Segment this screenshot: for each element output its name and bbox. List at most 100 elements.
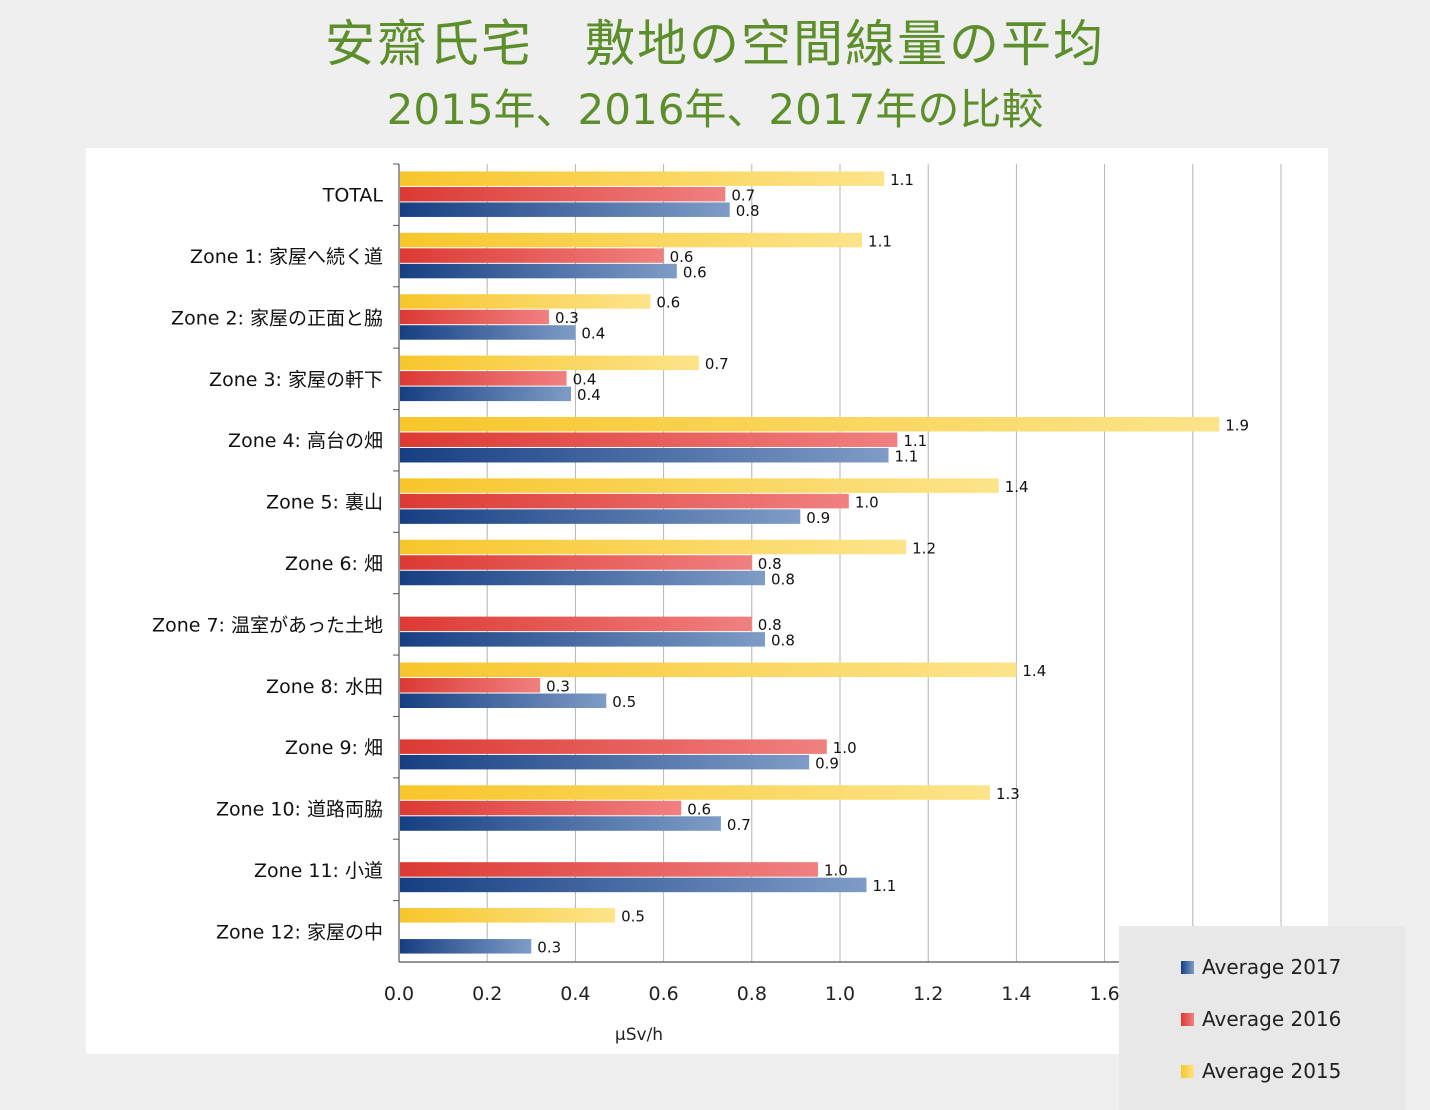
x-tick-label: 0.8 bbox=[737, 983, 767, 1005]
bar-2017 bbox=[400, 570, 766, 586]
data-label-2017: 0.8 bbox=[771, 570, 795, 588]
bar-2016 bbox=[400, 800, 682, 816]
data-label-2015: 1.4 bbox=[1005, 478, 1029, 496]
page-subtitle: 2015年、2016年、2017年の比較 bbox=[386, 85, 1044, 134]
legend-label-2017: Average 2017 bbox=[1202, 955, 1342, 979]
bar-2015 bbox=[400, 478, 999, 493]
data-label-2016: 1.0 bbox=[833, 739, 857, 757]
data-label-2015: 1.2 bbox=[912, 539, 936, 557]
data-label-2017: 1.1 bbox=[895, 447, 919, 465]
bar-2015 bbox=[400, 785, 990, 800]
legend-label-2015: Average 2015 bbox=[1202, 1059, 1342, 1083]
x-tick-label: 1.2 bbox=[913, 983, 943, 1005]
data-label-2015: 0.6 bbox=[656, 294, 680, 312]
legend-label-2016: Average 2016 bbox=[1202, 1007, 1342, 1031]
data-label-2015: 1.4 bbox=[1022, 662, 1046, 680]
bar-2016 bbox=[400, 371, 567, 386]
legend-swatch-2016 bbox=[1181, 1012, 1194, 1026]
bar-2017 bbox=[400, 509, 801, 524]
bar-2017 bbox=[400, 325, 576, 340]
x-tick-label: 0.0 bbox=[384, 983, 414, 1005]
bar-2016 bbox=[400, 309, 549, 325]
data-label-2016: 0.3 bbox=[555, 309, 579, 327]
bar-2015 bbox=[400, 908, 616, 923]
bar-2015 bbox=[400, 355, 699, 371]
bar-2016 bbox=[400, 678, 541, 693]
bar-2017 bbox=[400, 877, 867, 893]
category-label: Zone 6: 畑 bbox=[285, 553, 383, 575]
data-label-2017: 0.3 bbox=[537, 939, 561, 957]
bar-2016 bbox=[400, 493, 849, 509]
x-tick-label: 0.4 bbox=[560, 983, 590, 1005]
data-label-2016: 0.4 bbox=[573, 371, 597, 389]
bar-2015 bbox=[400, 171, 885, 186]
data-label-2017: 0.4 bbox=[581, 325, 605, 343]
category-label: Zone 12: 家屋の中 bbox=[216, 921, 383, 943]
legend-swatch-2017 bbox=[1181, 960, 1194, 974]
data-label-2016: 0.7 bbox=[731, 186, 755, 204]
data-label-2015: 1.1 bbox=[890, 171, 914, 189]
bar-2016 bbox=[400, 432, 898, 447]
bar-2016 bbox=[400, 616, 752, 632]
legend-item-2017: Average 2017 bbox=[1181, 952, 1341, 982]
data-label-2015: 1.1 bbox=[868, 232, 892, 250]
data-label-2017: 0.7 bbox=[727, 816, 751, 834]
data-label-2016: 0.8 bbox=[758, 555, 782, 573]
bar-2017 bbox=[400, 816, 721, 831]
bar-2016 bbox=[400, 186, 726, 202]
category-label: Zone 9: 畑 bbox=[285, 737, 383, 759]
data-label-2017: 0.8 bbox=[771, 632, 795, 650]
data-label-2015: 1.3 bbox=[996, 785, 1020, 803]
data-label-2017: 1.1 bbox=[872, 877, 896, 895]
bar-2017 bbox=[400, 632, 766, 647]
category-label: Zone 2: 家屋の正面と脇 bbox=[171, 307, 383, 329]
bar-2017 bbox=[400, 693, 607, 709]
bar-chart: 0.00.20.40.60.81.01.21.41.61.82.0µSv/hTO… bbox=[152, 163, 1296, 1045]
chart-panel: 0.00.20.40.60.81.01.21.41.61.82.0µSv/hTO… bbox=[86, 148, 1405, 1110]
category-label: Zone 7: 温室があった土地 bbox=[152, 614, 383, 636]
bar-2016 bbox=[400, 555, 752, 570]
data-label-2015: 0.5 bbox=[621, 908, 645, 926]
category-label: TOTAL bbox=[322, 185, 384, 207]
x-tick-label: 0.2 bbox=[472, 983, 502, 1005]
category-label: Zone 8: 水田 bbox=[266, 676, 383, 698]
x-tick-label: 1.4 bbox=[1001, 983, 1031, 1005]
x-tick-label: 1.6 bbox=[1089, 983, 1119, 1005]
legend-swatch-2015 bbox=[1181, 1064, 1194, 1078]
legend: Average 2017 Average 2016 Average 2015 bbox=[1119, 926, 1405, 1110]
bar-2017 bbox=[400, 263, 677, 279]
data-label-2016: 1.0 bbox=[855, 493, 879, 511]
data-label-2015: 1.9 bbox=[1225, 416, 1249, 434]
x-tick-label: 0.6 bbox=[648, 983, 678, 1005]
legend-item-2016: Average 2016 bbox=[1181, 1004, 1341, 1034]
data-label-2015: 0.7 bbox=[705, 355, 729, 373]
data-label-2016: 0.8 bbox=[758, 616, 782, 634]
bar-2017 bbox=[400, 754, 810, 770]
bar-2017 bbox=[400, 447, 889, 463]
data-label-2017: 0.4 bbox=[577, 386, 601, 404]
category-label: Zone 1: 家屋へ続く道 bbox=[190, 246, 383, 268]
category-label: Zone 10: 道路両脇 bbox=[216, 799, 383, 821]
data-label-2017: 0.9 bbox=[815, 754, 839, 772]
data-label-2016: 1.0 bbox=[824, 862, 848, 880]
data-label-2017: 0.9 bbox=[806, 509, 830, 527]
category-label: Zone 11: 小道 bbox=[254, 860, 383, 882]
bar-2015 bbox=[400, 294, 651, 309]
bar-2016 bbox=[400, 862, 818, 877]
x-axis-label: µSv/h bbox=[615, 1025, 663, 1045]
bar-2017 bbox=[400, 386, 571, 402]
bar-2015 bbox=[400, 232, 863, 248]
bar-2017 bbox=[400, 202, 730, 217]
data-label-2017: 0.8 bbox=[736, 202, 760, 220]
bar-2016 bbox=[400, 739, 827, 754]
category-label: Zone 5: 裏山 bbox=[266, 492, 383, 514]
bar-2015 bbox=[400, 662, 1017, 678]
bar-2015 bbox=[400, 539, 907, 555]
data-label-2016: 0.6 bbox=[687, 800, 711, 818]
bar-2015 bbox=[400, 416, 1220, 432]
category-label: Zone 3: 家屋の軒下 bbox=[209, 369, 383, 391]
data-label-2017: 0.6 bbox=[683, 263, 707, 281]
data-label-2016: 1.1 bbox=[903, 432, 927, 450]
bar-2017 bbox=[400, 939, 532, 954]
data-label-2016: 0.6 bbox=[670, 248, 694, 266]
